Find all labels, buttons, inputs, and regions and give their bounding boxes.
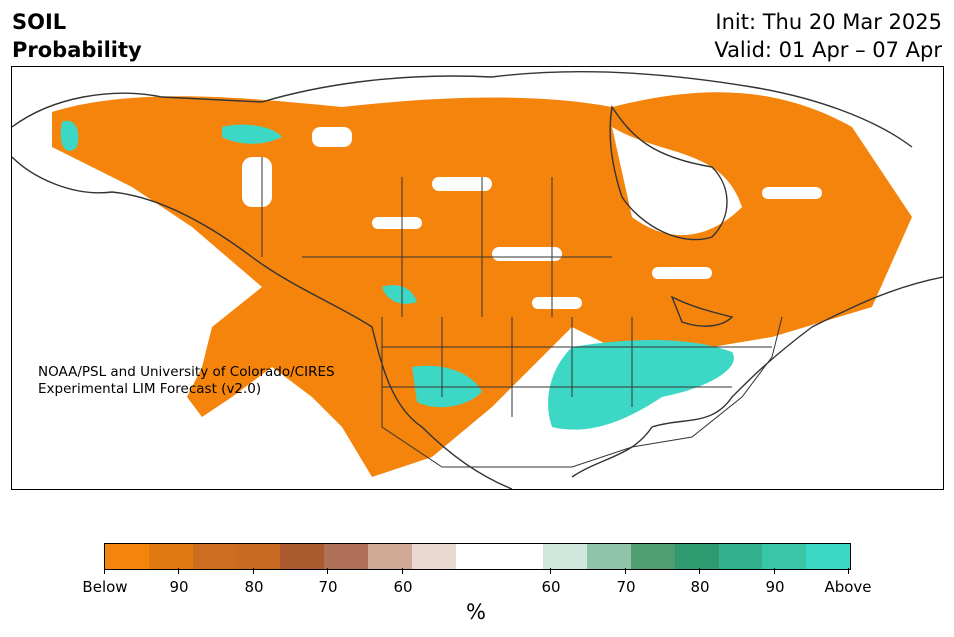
colorbar	[104, 543, 851, 570]
state-borders	[261, 157, 783, 468]
above-region-yukon	[222, 124, 282, 144]
colorbar-tick-label: 90	[169, 578, 189, 596]
colorbar-segment	[806, 544, 851, 569]
colorbar-segment	[324, 544, 368, 569]
colorbar-segment	[455, 544, 544, 569]
colorbar-unit: %	[466, 600, 486, 624]
colorbar-segment	[630, 544, 675, 569]
colorbar-tick-label: 90	[765, 578, 785, 596]
credit-line-2: Experimental LIM Forecast (v2.0)	[38, 381, 262, 397]
colorbar-tick	[699, 568, 700, 574]
colorbar-tick-label: 60	[541, 578, 561, 596]
colorbar-segment	[192, 544, 237, 569]
colorbar-tick-label: Below	[82, 578, 128, 596]
map-canvas	[12, 71, 943, 489]
white-gaps	[242, 127, 822, 309]
colorbar-segment	[280, 544, 325, 569]
colorbar-tick	[774, 568, 775, 574]
colorbar-tick	[625, 568, 626, 574]
valid-range: Valid: 01 Apr – 07 Apr	[714, 38, 942, 62]
colorbar-tick-label: 70	[318, 578, 338, 596]
colorbar-tick	[550, 568, 551, 574]
colorbar-segment	[674, 544, 719, 569]
coastlines	[12, 71, 943, 489]
product-title: Probability	[12, 38, 142, 62]
above-region-northwest	[382, 285, 417, 304]
above-region-southwest	[412, 365, 482, 408]
credit-line-1: NOAA/PSL and University of Colorado/CIRE…	[38, 364, 335, 380]
colorbar-tick	[402, 568, 403, 574]
colorbar-segment	[587, 544, 631, 569]
colorbar-segment	[718, 544, 763, 569]
colorbar-tick-label: 80	[690, 578, 710, 596]
colorbar-tick-label: 70	[616, 578, 636, 596]
colorbar-tick	[178, 568, 179, 574]
variable-title: SOIL	[12, 10, 67, 34]
colorbar-segment	[543, 544, 588, 569]
colorbar-segment	[148, 544, 193, 569]
colorbar-tick-label: Above	[824, 578, 872, 596]
colorbar-segment	[105, 544, 149, 569]
above-region-southeast	[548, 340, 734, 430]
colorbar-segment	[411, 544, 456, 569]
colorbar-tick	[848, 568, 849, 574]
colorbar-segment	[236, 544, 281, 569]
colorbar-tick-label: 60	[393, 578, 413, 596]
hudson-bay-gap	[612, 127, 742, 236]
colorbar-tick	[327, 568, 328, 574]
above-region-alaska	[60, 120, 79, 151]
colorbar-segment	[367, 544, 412, 569]
colorbar-tick	[253, 568, 254, 574]
date-block: Init: Thu 20 Mar 2025 Valid: 01 Apr – 07…	[714, 8, 942, 64]
above-normal-areas	[60, 120, 734, 430]
map-credit: NOAA/PSL and University of Colorado/CIRE…	[38, 364, 335, 398]
colorbar-segment	[762, 544, 807, 569]
forecast-map	[11, 66, 944, 490]
title-block: SOIL Probability	[12, 8, 142, 64]
init-date: Init: Thu 20 Mar 2025	[715, 10, 942, 34]
colorbar-tick-label: 80	[244, 578, 264, 596]
colorbar-tick	[104, 568, 105, 574]
